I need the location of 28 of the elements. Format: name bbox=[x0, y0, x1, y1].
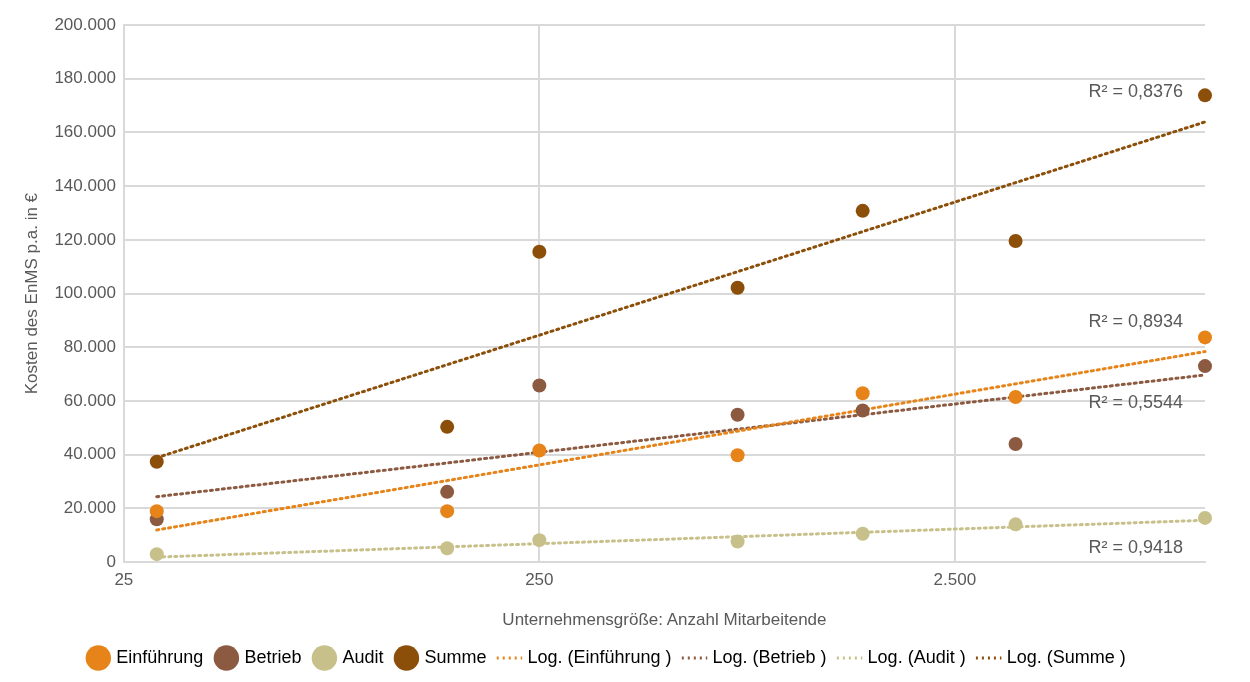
legend-label: Einführung bbox=[116, 646, 204, 667]
y-tick-label: 80.000 bbox=[63, 337, 116, 357]
legend-label: Audit bbox=[342, 646, 384, 667]
y-tick-label: 160.000 bbox=[54, 122, 116, 142]
y-tick-label: 120.000 bbox=[54, 229, 116, 249]
x-axis-title: Unternehmensgröße: Anzahl Mitarbeitende bbox=[502, 610, 827, 630]
y-tick-label: 100.000 bbox=[54, 283, 116, 303]
legend-label: Betrieb bbox=[244, 646, 302, 667]
annotation: R² = 0,5544 bbox=[1088, 391, 1183, 412]
legend-label: Summe bbox=[424, 646, 487, 667]
y-tick-label: 140.000 bbox=[54, 175, 116, 195]
y-tick-label: 20.000 bbox=[63, 498, 116, 518]
y-tick-label: 200.000 bbox=[54, 14, 116, 34]
y-tick-label: 0 bbox=[106, 551, 116, 571]
y-axis-title: Kosten des EnMS p.a. in € bbox=[21, 192, 41, 395]
annotation: R² = 0,8934 bbox=[1088, 310, 1183, 331]
y-tick-label: 60.000 bbox=[63, 390, 116, 410]
x-tick-label: 25 bbox=[114, 570, 134, 590]
annotation: R² = 0,9418 bbox=[1088, 537, 1183, 558]
legend-label: Log. (Betrieb ) bbox=[712, 646, 827, 667]
legend-label: Log. (Einführung ) bbox=[527, 646, 672, 667]
x-tick-label: 250 bbox=[525, 570, 554, 590]
x-tick-label: 2.500 bbox=[933, 570, 977, 590]
y-tick-label: 40.000 bbox=[63, 444, 116, 464]
annotation: R² = 0,8376 bbox=[1088, 80, 1183, 101]
legend-label: Log. (Audit ) bbox=[867, 646, 966, 667]
y-tick-label: 180.000 bbox=[54, 68, 116, 88]
legend-label: Log. (Summe ) bbox=[1006, 646, 1126, 667]
